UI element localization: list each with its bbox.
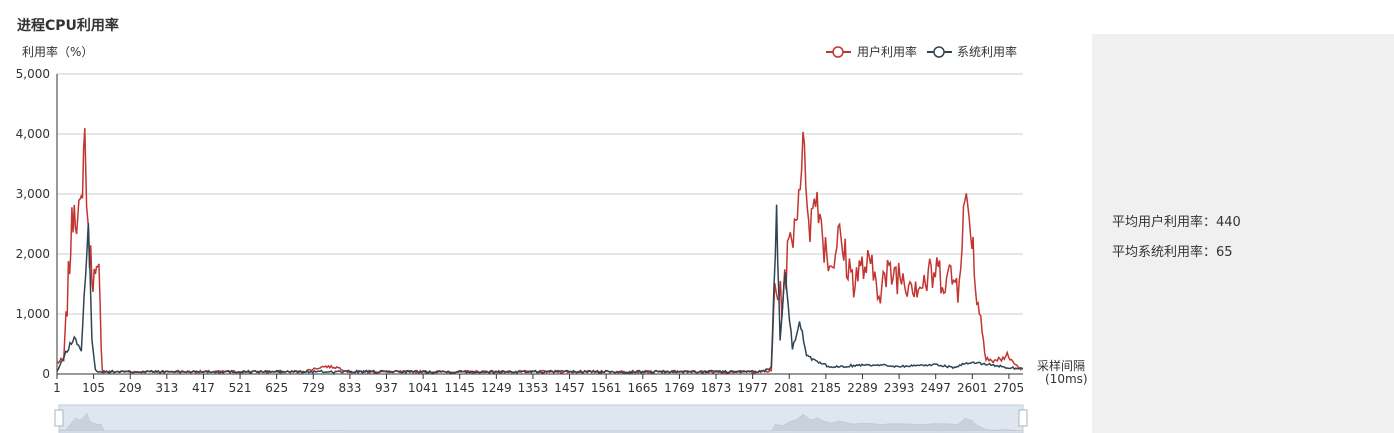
y-tick-label: 3,000 [16, 187, 50, 201]
x-tick-label: 1769 [664, 381, 695, 395]
x-tick-label: 1145 [444, 381, 475, 395]
x-tick-label: 521 [229, 381, 252, 395]
x-tick-label: 1457 [554, 381, 585, 395]
cpu-chart: 利用率（%） 0 1,000 2,000 3,000 4,000 5,000 1 105 20… [16, 44, 1088, 433]
x-tick-label: 1041 [408, 381, 439, 395]
avg-user-label: 平均用户利用率： [1112, 215, 1217, 230]
x-tick-label: 1665 [628, 381, 659, 395]
x-tick-label: 417 [192, 381, 215, 395]
x-tick-label: 833 [338, 381, 361, 395]
x-tick-label: 2393 [884, 381, 915, 395]
x-axis-label: 采样间隔 [1037, 358, 1085, 373]
data-zoom-slider[interactable] [54, 404, 1028, 433]
x-tick-label: 313 [155, 381, 178, 395]
y-tick-label: 1,000 [16, 307, 50, 321]
x-tick-label: 2497 [920, 381, 951, 395]
stats-panel: 平均用户利用率：440 平均系统利用率：65 [1092, 34, 1394, 433]
x-tick-label: 1561 [591, 381, 622, 395]
x-tick-label: 625 [265, 381, 288, 395]
avg-sys-value: 65 [1216, 245, 1233, 260]
grid-lines [57, 73, 1023, 315]
x-tick-label: 1353 [518, 381, 549, 395]
zoom-preview [58, 412, 1024, 432]
x-tick-label: 1977 [737, 381, 768, 395]
x-tick-label: 105 [82, 381, 105, 395]
avg-sys-label: 平均系统利用率： [1112, 245, 1217, 260]
x-tick-label: 937 [375, 381, 398, 395]
x-axis-unit: (10ms) [1045, 372, 1088, 386]
panel-title: 进程CPU利用率 [17, 18, 119, 34]
zoom-handle-left[interactable] [54, 409, 64, 427]
avg-user-value: 440 [1216, 215, 1241, 230]
legend-label-sys: 系统利用率 [957, 44, 1017, 59]
legend-item-user[interactable]: 用户利用率 [826, 44, 917, 59]
chart-panel: 进程CPU利用率 利用率（%） 0 1,000 2,000 3,000 4,000 5,0… [15, 18, 1088, 433]
y-tick-label: 0 [42, 367, 50, 381]
legend: 用户利用率 系统利用率 [826, 44, 1017, 59]
x-tick-labels: 1 105 209 313 417 521 625 729 833 937 1041 1145 1249… [53, 374, 1024, 395]
legend-label-user: 用户利用率 [857, 44, 917, 59]
avg-sys-stat: 平均系统利用率：65 [1112, 241, 1233, 260]
y-axis-label: 利用率（%） [22, 44, 93, 59]
y-tick-label: 2,000 [16, 247, 50, 261]
x-tick-label: 2601 [957, 381, 988, 395]
x-tick-label: 2185 [811, 381, 842, 395]
x-tick-label: 1249 [481, 381, 512, 395]
series-sys-line [57, 204, 1023, 374]
y-tick-labels: 0 1,000 2,000 3,000 4,000 5,000 [16, 67, 50, 381]
y-tick-label: 4,000 [16, 127, 50, 141]
zoom-handle-right[interactable] [1018, 409, 1028, 427]
avg-user-stat: 平均用户利用率：440 [1112, 211, 1241, 230]
x-tick-label: 2705 [994, 381, 1025, 395]
x-tick-label: 1873 [701, 381, 732, 395]
x-tick-label: 2081 [774, 381, 805, 395]
x-tick-label: 209 [119, 381, 142, 395]
legend-item-sys[interactable]: 系统利用率 [927, 44, 1017, 59]
x-tick-label: 729 [302, 381, 325, 395]
x-tick-label: 2289 [847, 381, 878, 395]
series-user-line [57, 128, 1022, 374]
x-tick-label: 1 [53, 381, 61, 395]
y-tick-label: 5,000 [16, 67, 50, 81]
